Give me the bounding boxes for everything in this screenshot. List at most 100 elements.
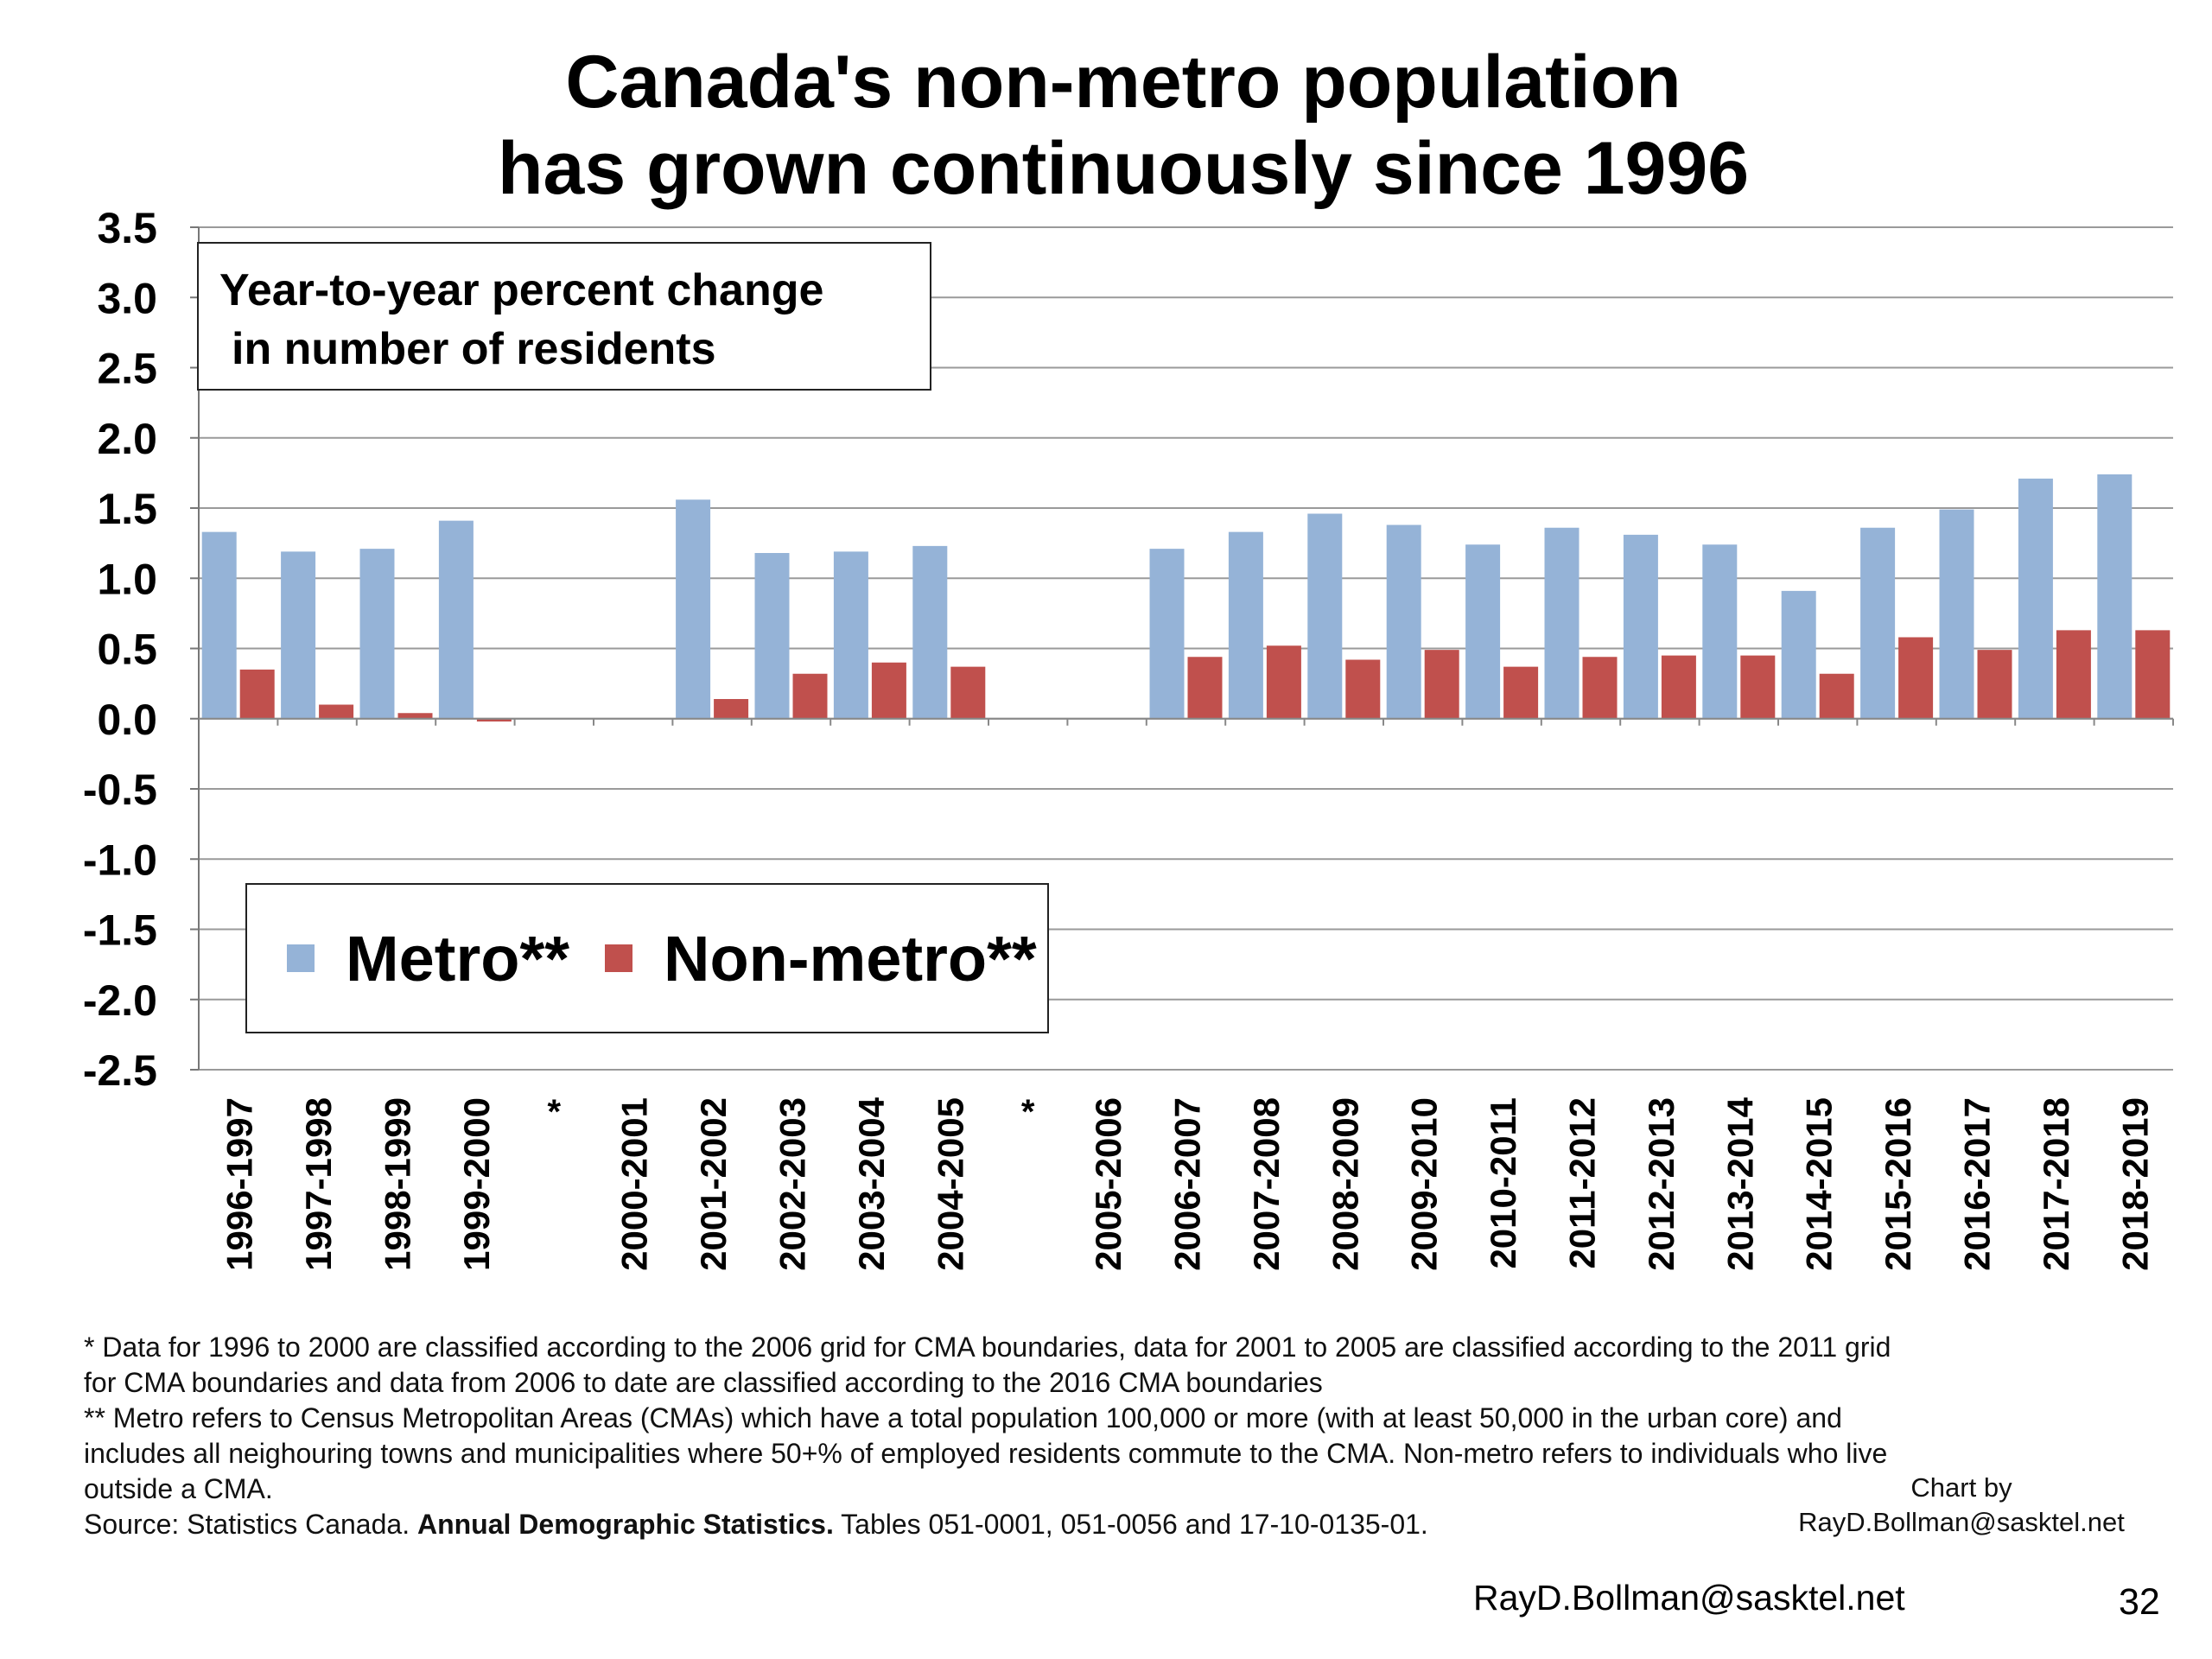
bar-metro [1307,513,1343,719]
x-tick-label: 2016-2017 [1957,1097,1998,1271]
bar-non-metro [1345,659,1381,719]
bar-metro [281,551,316,719]
y-tick-label: 3.0 [97,274,157,322]
bar-metro [754,553,790,719]
bar-non-metro [2056,630,2091,719]
bar-metro [1149,549,1185,719]
bar-non-metro [1424,650,1459,719]
x-tick-label: 2005-2006 [1088,1097,1128,1271]
x-tick-label: 2003-2004 [851,1096,892,1270]
bar-non-metro [1582,657,1618,719]
y-tick-label: 1.5 [97,485,157,533]
bar-non-metro [1977,650,2012,719]
x-tick-label: 2006-2007 [1167,1097,1208,1271]
bar-metro [676,499,711,719]
chart-credit: Chart by RayD.Bollman@sasktel.net [1789,1471,2134,1540]
bar-metro [833,551,868,719]
footnote-line-1: * Data for 1996 to 2000 are classified a… [84,1332,1891,1363]
bar-metro [912,545,948,719]
y-tick-label: -2.0 [83,976,157,1025]
x-tick-label: 2001-2002 [693,1097,734,1271]
source-suffix: Tables 051-0001, 051-0056 and 17-10-0135… [841,1509,1428,1540]
bar-non-metro [1266,645,1301,719]
legend-item-metro: Metro** [287,885,569,1032]
bar-non-metro [1819,673,1854,719]
x-tick-label: 2000-2001 [614,1097,655,1271]
y-tick-label: 2.0 [97,415,157,463]
bar-metro [1702,544,1738,719]
x-tick-label: 2018-2019 [2114,1097,2155,1271]
description-line-1: Year-to-year percent change [219,265,824,315]
bar-metro [1781,590,1816,719]
x-tick-label: 2013-2014 [1719,1096,1760,1270]
x-tick-label: 2008-2009 [1325,1097,1365,1271]
bar-metro [2018,478,2053,719]
legend-label-metro: Metro** [346,922,570,995]
bars [201,474,2171,721]
source-title: Annual Demographic Statistics. [416,1509,834,1540]
legend-swatch-non-metro [605,944,632,972]
bar-non-metro [1661,655,1696,719]
bar-metro [1544,527,1580,719]
x-tick-label: 2004-2005 [930,1097,970,1271]
bar-non-metro [1898,637,1934,719]
credit-line-1: Chart by [1910,1472,2012,1503]
bar-non-metro [1740,655,1776,719]
bar-non-metro [319,704,354,719]
y-tick-label: 2.5 [97,345,157,393]
bar-non-metro [871,662,906,719]
y-tick-label: -1.5 [83,906,157,955]
x-tick-label: * [1021,1093,1035,1131]
y-tick-label: 3.5 [97,204,157,252]
footnote-line-5: outside a CMA. [84,1473,273,1504]
footer-email: RayD.Bollman@sasktel.net [1473,1578,1905,1618]
bar-non-metro [476,718,512,721]
bar-non-metro [2135,630,2171,719]
bar-metro [1939,509,1974,719]
credit-line-2: RayD.Bollman@sasktel.net [1798,1507,2125,1537]
y-tick-label: 0.0 [97,696,157,744]
description-line-2: in number of residents [232,324,716,374]
x-tick-label: 2012-2013 [1641,1097,1681,1271]
bar-non-metro [950,666,986,719]
y-tick-label: -0.5 [83,766,157,814]
x-tick-label: 2010-2011 [1483,1097,1523,1269]
x-tick-label: 1997-1998 [298,1097,339,1271]
bar-non-metro [397,713,433,719]
footnote-line-4: includes all neighouring towns and munic… [84,1438,1888,1469]
bar-metro [1860,527,1896,719]
bar-non-metro [1503,666,1539,719]
x-tick-label: 1996-1997 [219,1097,260,1271]
chart-legend: Metro** Non-metro** [245,883,1049,1033]
bar-non-metro [714,699,749,719]
bar-metro [1228,531,1263,719]
x-tick-label: 2002-2003 [772,1097,813,1271]
x-tick-label: * [548,1093,562,1131]
source-line: Source: Statistics Canada. Annual Demogr… [84,1506,1428,1542]
x-tick-label: 1998-1999 [378,1097,418,1271]
bar-metro [201,531,237,719]
x-tick-label: 2007-2008 [1246,1097,1287,1271]
bar-non-metro [239,669,275,719]
y-tick-label: 0.5 [97,626,157,674]
x-axis-tick-labels: 1996-1997 1997-1998 1998-1999 1999-2000 * 200… [219,1093,2156,1271]
x-tick-label: 2014-2015 [1799,1097,1840,1271]
x-tick-label: 2015-2016 [1878,1097,1918,1271]
y-tick-label: -1.0 [83,836,157,884]
legend-swatch-metro [287,944,315,972]
bar-non-metro [1187,657,1223,719]
legend-label-non-metro: Non-metro** [664,922,1037,995]
page-number: 32 [2119,1581,2160,1623]
bar-metro [359,549,395,719]
x-tick-label: 2017-2018 [2036,1097,2076,1271]
legend-item-non-metro: Non-metro** [605,885,1037,1032]
x-tick-label: 2009-2010 [1404,1097,1445,1271]
y-tick-label: 1.0 [97,555,157,603]
source-prefix: Source: Statistics Canada. [84,1509,410,1540]
bar-metro [438,520,474,719]
y-tick-label: -2.5 [83,1046,157,1095]
chart-description-box: Year-to-year percent change in number of… [197,242,931,391]
bar-metro [1623,534,1658,719]
x-tick-label: 1999-2000 [456,1097,497,1271]
